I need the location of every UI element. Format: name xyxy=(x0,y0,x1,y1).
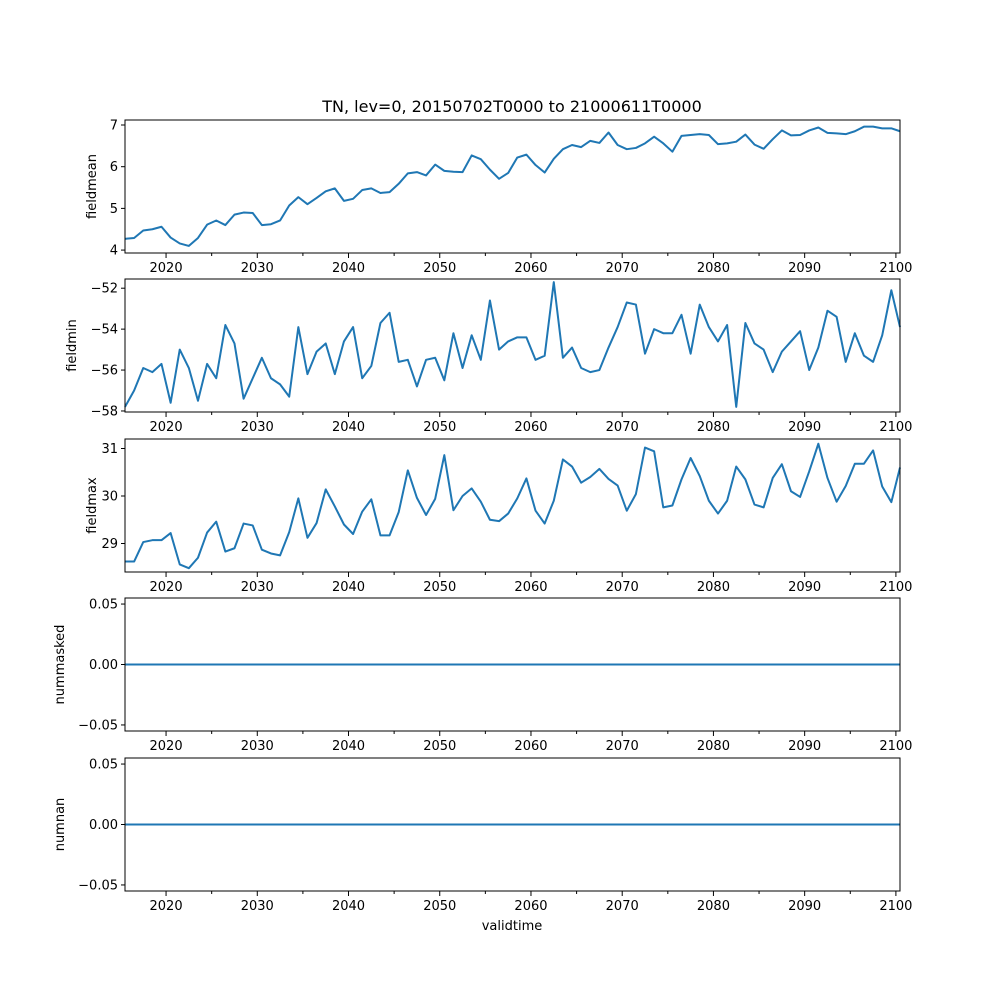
panel-numnan: −0.05 0.00 0.05 2020 2030 2040 2050 2060 2070 208… xyxy=(53,757,912,914)
numnan-xtick-label: 2030 xyxy=(241,899,274,914)
fieldmean-xtick-label: 2070 xyxy=(606,261,639,276)
fieldmean-ytick-label: 4 xyxy=(110,244,118,259)
fieldmean-xtick-label: 2060 xyxy=(514,261,547,276)
nummasked-xtick-label: 2060 xyxy=(514,739,547,754)
numnan-ytick-label: −0.05 xyxy=(78,878,118,893)
fieldmin-xtick-label: 2100 xyxy=(879,420,912,435)
fieldmax-xtick-label: 2050 xyxy=(423,580,456,595)
fieldmax-axes-frame xyxy=(124,438,901,573)
fieldmean-xtick-label: 2040 xyxy=(332,261,365,276)
fieldmax-xtick-label: 2100 xyxy=(879,580,912,595)
fieldmin-xtick-label: 2090 xyxy=(788,420,821,435)
fieldmax-ytick-label: 29 xyxy=(101,537,118,552)
fieldmin-xtick-label: 2040 xyxy=(332,420,365,435)
fieldmin-xtick-label: 2020 xyxy=(150,420,183,435)
fieldmean-xtick-label: 2030 xyxy=(241,261,274,276)
fieldmax-xtick-label: 2020 xyxy=(150,580,183,595)
fieldmax-xtick-label: 2030 xyxy=(241,580,274,595)
numnan-xtick-label: 2040 xyxy=(332,899,365,914)
fieldmin-xtick-label: 2070 xyxy=(606,420,639,435)
nummasked-xtick-label: 2040 xyxy=(332,739,365,754)
fieldmax-ytick-label: 30 xyxy=(101,490,118,505)
nummasked-ytick-label: −0.05 xyxy=(78,718,118,733)
fieldmin-xtick-label: 2030 xyxy=(241,420,274,435)
panel-nummasked: −0.05 0.00 0.05 2020 2030 2040 2050 2060 2070 208… xyxy=(53,597,912,754)
nummasked-xtick-label: 2020 xyxy=(150,739,183,754)
fieldmean-xtick-label: 2100 xyxy=(879,261,912,276)
numnan-ytick-label: 0.05 xyxy=(89,758,118,773)
fieldmin-xtick-label: 2080 xyxy=(697,420,730,435)
nummasked-xtick-label: 2070 xyxy=(606,739,639,754)
numnan-xtick-label: 2070 xyxy=(606,899,639,914)
subplot-stack: 4 5 6 7 2020 2030 2040 2050 2060 2070 2080 2090 2100… xyxy=(53,119,912,914)
numnan-xtick-label: 2100 xyxy=(879,899,912,914)
numnan-ytick-label: 0.00 xyxy=(89,818,118,833)
fieldmean-y-axis-label: fieldmean xyxy=(85,154,100,219)
fieldmin-axes-frame xyxy=(124,278,901,413)
nummasked-xtick-label: 2090 xyxy=(788,739,821,754)
fieldmin-xtick-label: 2050 xyxy=(423,420,456,435)
fieldmean-xtick-label: 2090 xyxy=(788,261,821,276)
nummasked-ytick-label: 0.05 xyxy=(89,598,118,613)
fieldmin-ytick-label: −54 xyxy=(91,323,118,338)
fieldmean-xtick-label: 2050 xyxy=(423,261,456,276)
fieldmean-xtick-label: 2080 xyxy=(697,261,730,276)
fieldmin-ytick-label: −56 xyxy=(91,364,118,379)
numnan-xtick-label: 2080 xyxy=(697,899,730,914)
nummasked-xtick-label: 2080 xyxy=(697,739,730,754)
nummasked-ytick-label: 0.00 xyxy=(89,658,118,673)
fieldmin-y-axis-label: fieldmin xyxy=(65,319,80,372)
fieldmean-ytick-label: 5 xyxy=(110,202,118,217)
fieldmin-xtick-label: 2060 xyxy=(514,420,547,435)
fieldmin-ytick-label: −58 xyxy=(91,404,118,419)
fieldmean-ytick-label: 6 xyxy=(110,160,118,175)
fieldmax-xtick-label: 2080 xyxy=(697,580,730,595)
fieldmax-xtick-label: 2090 xyxy=(788,580,821,595)
nummasked-xtick-label: 2050 xyxy=(423,739,456,754)
fieldmax-xtick-label: 2070 xyxy=(606,580,639,595)
fieldmin-series-line xyxy=(124,281,901,408)
fieldmean-series-line xyxy=(124,125,901,247)
numnan-xtick-label: 2020 xyxy=(150,899,183,914)
fieldmax-ytick-label: 31 xyxy=(101,442,118,457)
fieldmax-series-line xyxy=(125,442,901,570)
fieldmax-xtick-label: 2060 xyxy=(514,580,547,595)
fieldmean-xtick-label: 2020 xyxy=(150,261,183,276)
panel-fieldmax: 29 30 31 2020 2030 2040 2050 2060 2070 2080 2090 21… xyxy=(85,438,912,595)
fieldmin-ytick-label: −52 xyxy=(91,282,118,297)
chart-title: TN, lev=0, 20150702T0000 to 21000611T000… xyxy=(321,97,702,116)
panel-fieldmean: 4 5 6 7 2020 2030 2040 2050 2060 2070 2080 2090 2100… xyxy=(85,119,912,276)
fieldmean-ytick-label: 7 xyxy=(110,119,118,134)
fieldmax-xtick-label: 2040 xyxy=(332,580,365,595)
numnan-xtick-label: 2090 xyxy=(788,899,821,914)
nummasked-xtick-label: 2100 xyxy=(879,739,912,754)
nummasked-xtick-label: 2030 xyxy=(241,739,274,754)
panel-fieldmin: −58 −56 −54 −52 2020 2030 2040 2050 2060 2070 2080… xyxy=(65,278,912,435)
nummasked-y-axis-label: nummasked xyxy=(53,625,68,705)
numnan-xtick-label: 2060 xyxy=(514,899,547,914)
numnan-y-axis-label: numnan xyxy=(53,798,68,852)
numnan-xtick-label: 2050 xyxy=(423,899,456,914)
x-axis-label: validtime xyxy=(482,919,543,934)
fieldmean-axes-frame xyxy=(124,119,901,254)
fieldmax-y-axis-label: fieldmax xyxy=(85,477,100,534)
